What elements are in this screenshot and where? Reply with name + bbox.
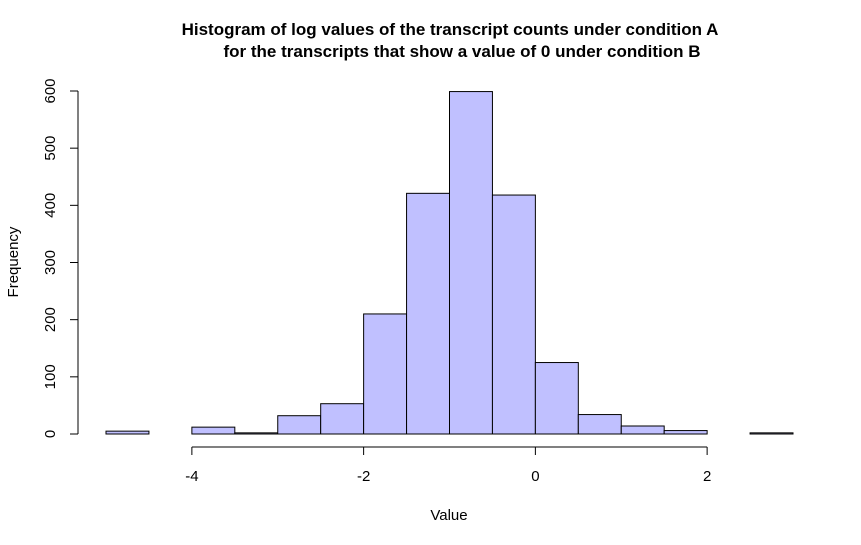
y-tick-label: 600 xyxy=(42,78,59,103)
histogram-bar xyxy=(534,362,579,435)
y-tick-label: 400 xyxy=(42,193,59,218)
x-tick-label: -2 xyxy=(357,468,370,485)
x-tick-label: 2 xyxy=(703,468,711,485)
histogram-bar xyxy=(320,403,365,435)
histogram-bar xyxy=(363,313,408,435)
histogram-bar xyxy=(234,432,279,435)
histogram-bar xyxy=(491,194,536,435)
histogram-bar xyxy=(620,425,665,435)
y-axis-label: Frequency xyxy=(5,226,22,297)
histogram-bar xyxy=(277,415,322,435)
y-axis: 0 100 200 300 400 500 600 xyxy=(42,78,79,438)
y-tick-label: 0 xyxy=(42,430,59,438)
chart-title-line-1: Histogram of log values of the transcrip… xyxy=(182,20,719,39)
histogram-bar xyxy=(577,414,622,435)
chart-title-line-2: for the transcripts that show a value of… xyxy=(224,42,701,61)
x-tick-label: -4 xyxy=(185,468,198,485)
y-tick-label: 100 xyxy=(42,364,59,389)
y-tick-label: 500 xyxy=(42,136,59,161)
x-axis-label: Value xyxy=(430,507,467,524)
histogram-bars xyxy=(105,91,794,435)
y-tick-label: 200 xyxy=(42,307,59,332)
y-tick-label: 300 xyxy=(42,250,59,275)
histogram-bar xyxy=(749,432,794,435)
x-axis: -4 -2 0 2 xyxy=(185,446,711,485)
histogram-bar xyxy=(105,430,150,435)
histogram-bar xyxy=(663,430,708,435)
x-tick-label: 0 xyxy=(531,468,539,485)
histogram-bar xyxy=(406,192,450,435)
histogram-bar xyxy=(191,426,236,435)
histogram-bar xyxy=(449,91,493,435)
